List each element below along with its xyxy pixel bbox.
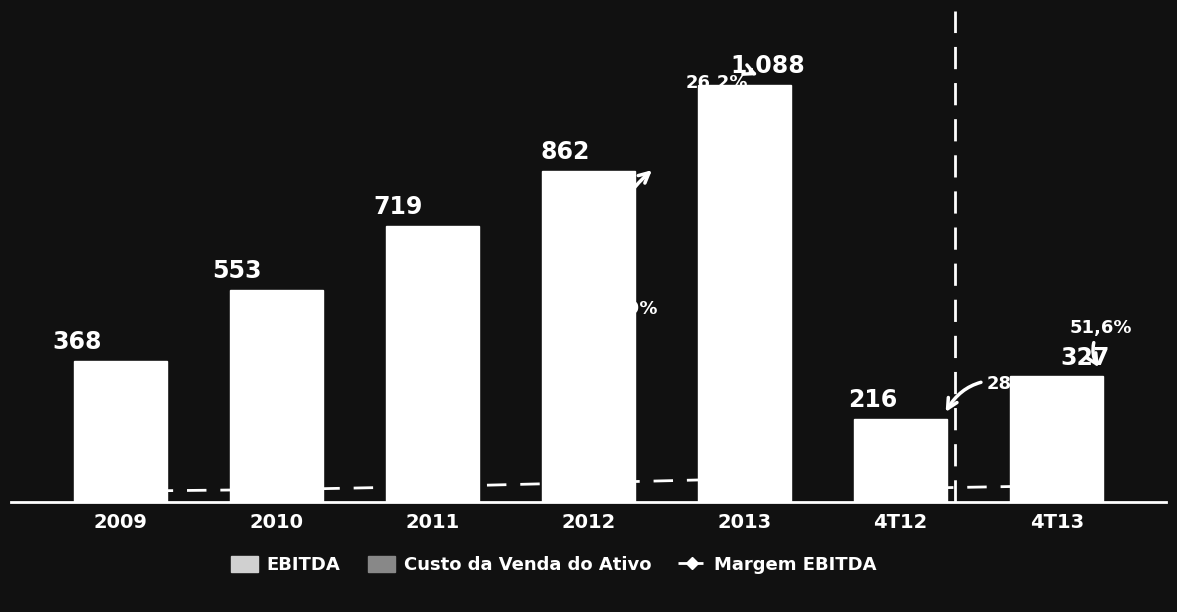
Text: 862: 862 — [540, 141, 590, 165]
Text: 216: 216 — [847, 388, 897, 412]
Legend: EBITDA, Custo da Venda do Ativo, Margem EBITDA: EBITDA, Custo da Venda do Ativo, Margem … — [224, 548, 884, 581]
Bar — [73, 360, 167, 502]
Text: 26,2%: 26,2% — [685, 65, 754, 92]
Text: 719: 719 — [373, 195, 423, 219]
Text: 553: 553 — [213, 259, 262, 283]
Bar — [386, 226, 479, 502]
Text: 28,8%: 28,8% — [947, 375, 1049, 409]
Text: 368: 368 — [52, 330, 101, 354]
Text: 327: 327 — [1060, 346, 1110, 370]
Bar — [541, 171, 636, 502]
Text: 51,6%: 51,6% — [1069, 319, 1131, 364]
Bar — [853, 419, 947, 502]
Bar — [1010, 376, 1104, 502]
Text: 1.088: 1.088 — [731, 54, 805, 78]
Bar — [230, 290, 324, 502]
Bar — [698, 84, 791, 502]
Text: 15,9%: 15,9% — [597, 173, 659, 318]
